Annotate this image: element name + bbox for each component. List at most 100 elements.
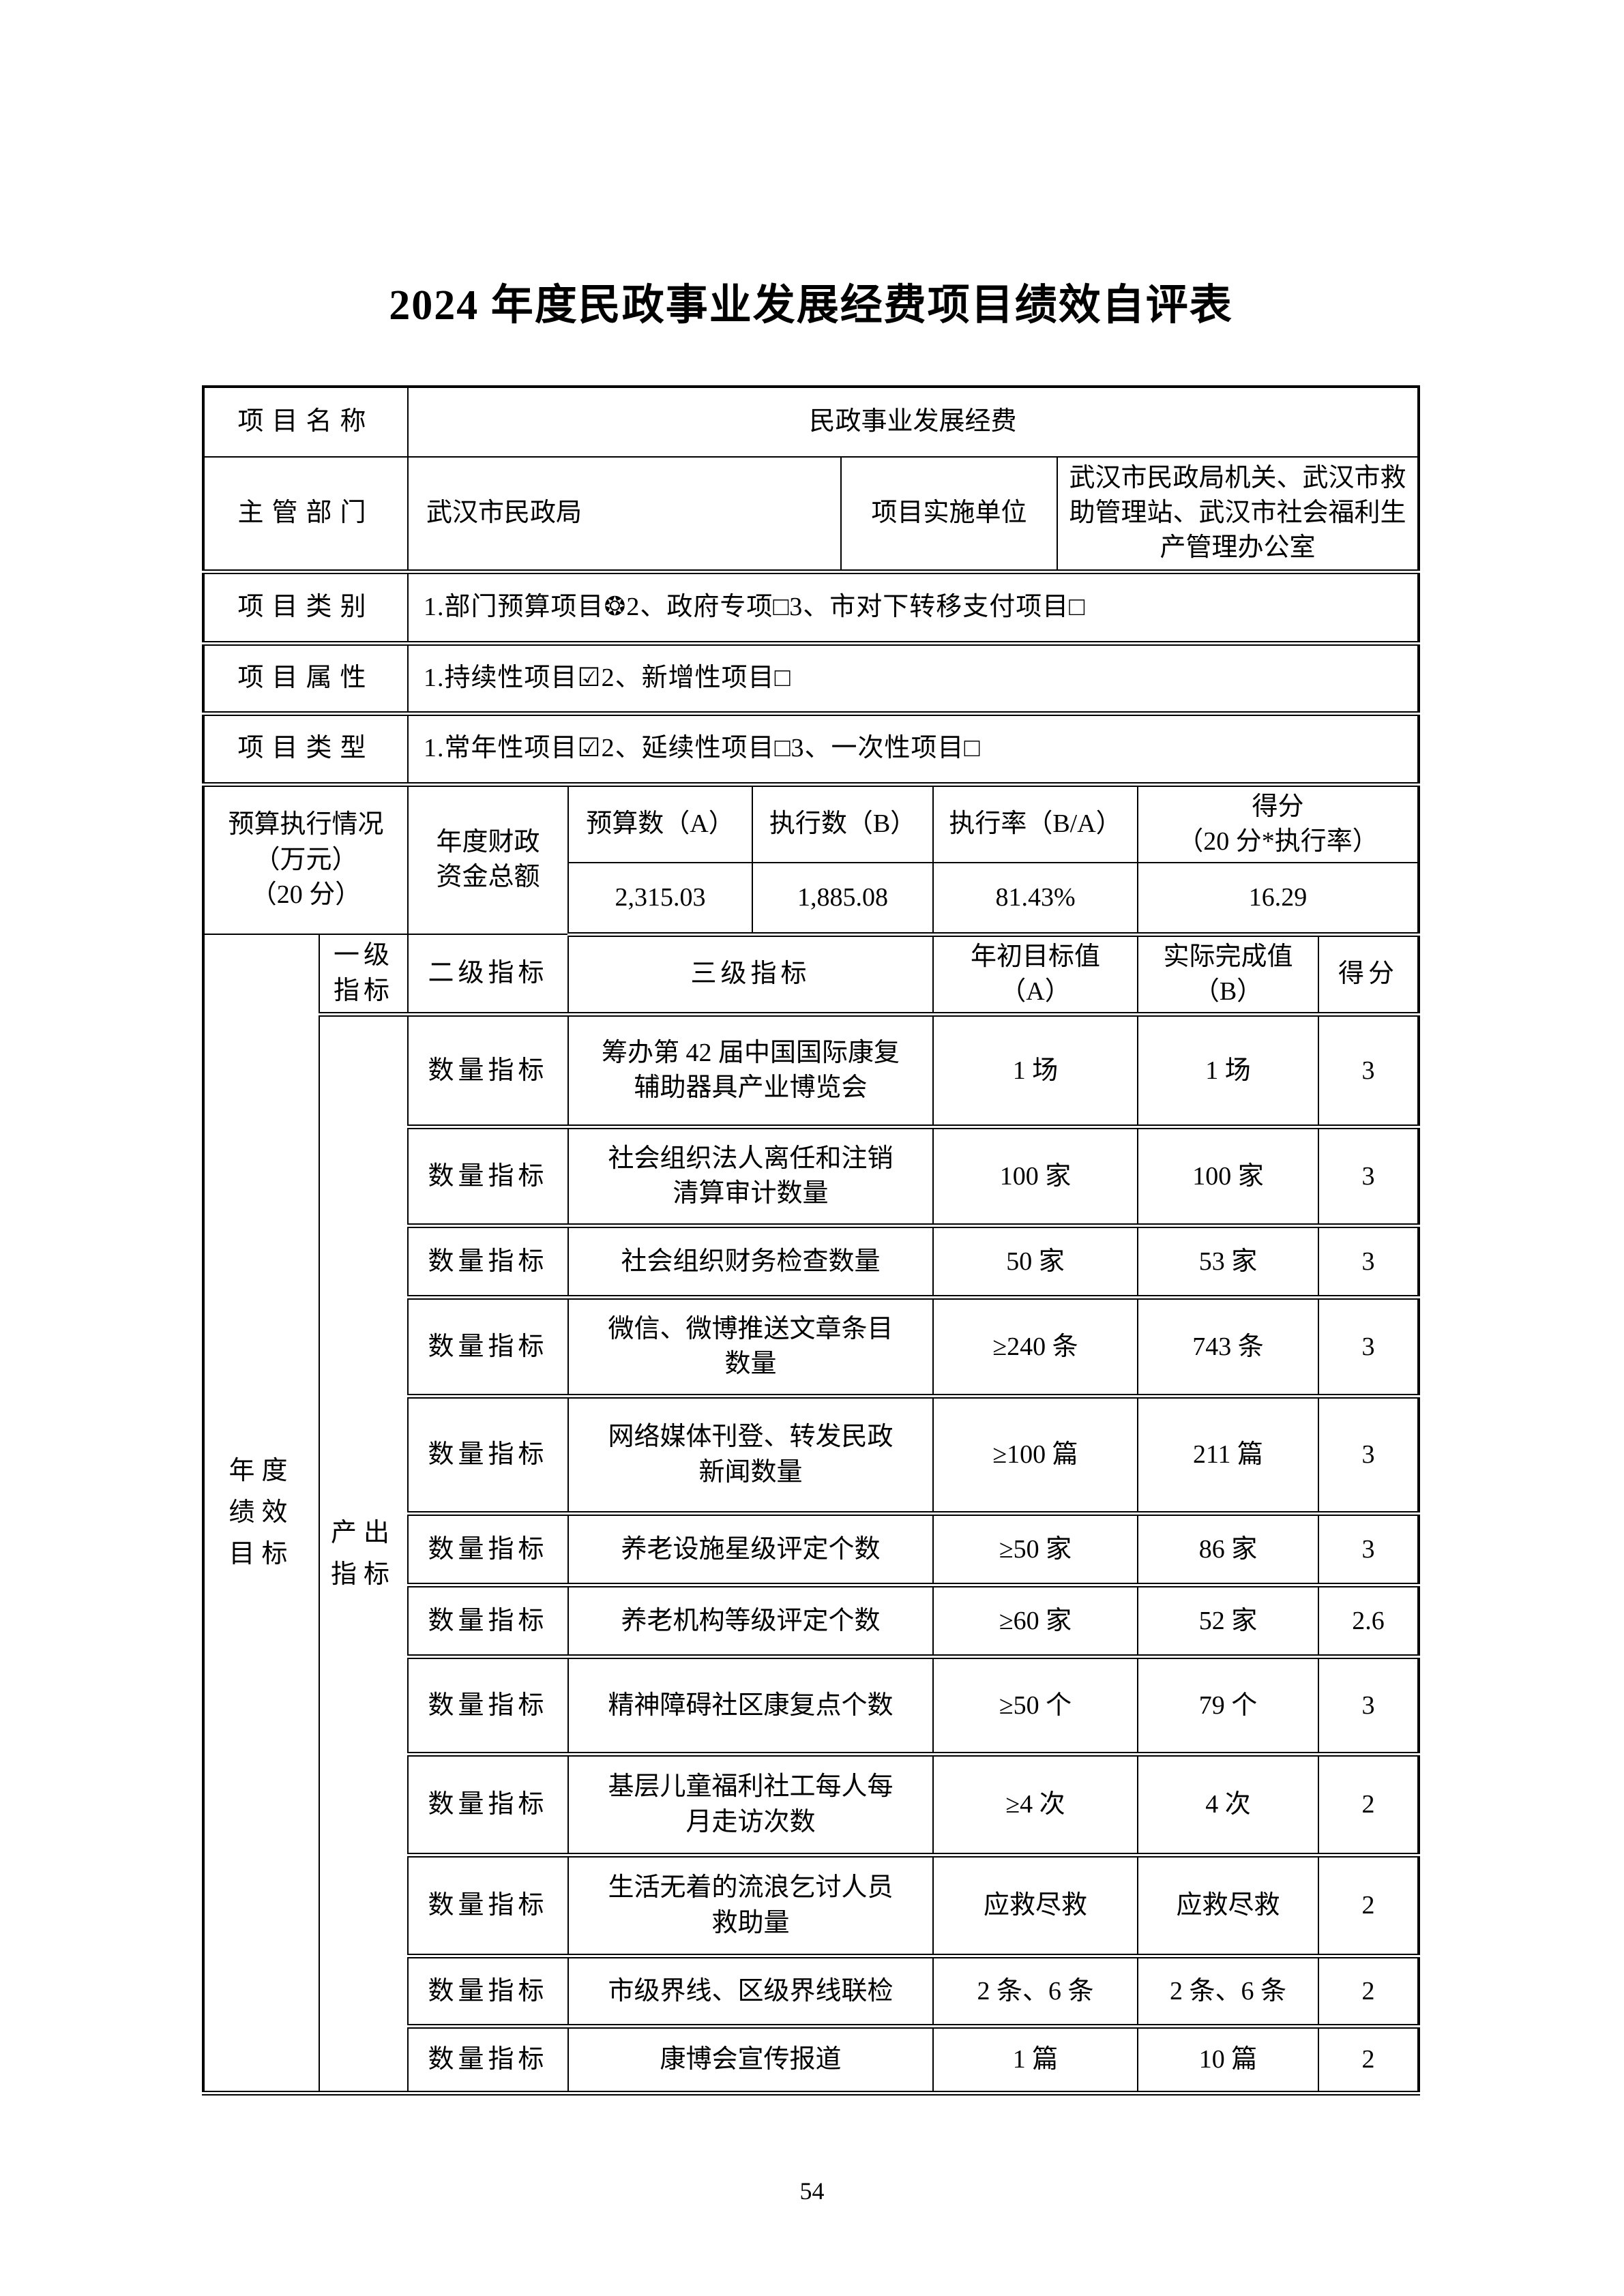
indicator-row: 数量指标 网络媒体刊登、转发民政 新闻数量 ≥100 篇 211 篇 3	[203, 1395, 1420, 1517]
indicator-target: ≥50 个	[932, 1656, 1139, 1757]
page-title: 2024 年度民政事业发展经费项目绩效自评表	[389, 282, 1233, 329]
budget-amount-value: 2,315.03	[567, 862, 754, 937]
indicator-score: 3	[1318, 1225, 1420, 1300]
row-project-category: 项目类别 1.部门预算项目❂2、政府专项□3、市对下转移支付项目□	[202, 571, 1420, 646]
self-evaluation-table: 项目名称 民政事业发展经费 主管部门 武汉市民政局 项目实施单位 武汉市民政局机…	[202, 385, 1421, 2096]
indicator-name: 微信、微博推送文章条目 数量	[567, 1296, 934, 1399]
level2-indicator-header: 二级指标	[407, 934, 570, 1017]
indicator-actual: 743 条	[1137, 1296, 1320, 1399]
implementing-unit-value: 武汉市民政局机关、武汉市救助管理站、武汉市社会福利生产管理办公室	[1057, 456, 1420, 574]
project-category-label: 项目类别	[202, 571, 409, 646]
indicator-name: 生活无着的流浪乞讨人员 救助量	[567, 1854, 934, 1959]
indicator-row: 数量指标 基层儿童福利社工每人每 月走访次数 ≥4 次 4 次 2	[203, 1753, 1420, 1858]
project-type-label: 项目类型	[202, 713, 409, 787]
indicator-score: 3	[1318, 1296, 1420, 1399]
indicator-score: 3	[1318, 1395, 1420, 1517]
budget-fund-label: 年度财政 资金总额	[407, 783, 570, 936]
department-value: 武汉市民政局	[407, 456, 842, 574]
row-budget-header: 预算执行情况 （万元） （20 分） 年度财政 资金总额 预算数（A） 执行数（…	[202, 783, 1420, 936]
indicator-row: 数量指标 社会组织财务检查数量 50 家 53 家 3	[203, 1225, 1420, 1300]
indicator-target: 应救尽救	[932, 1854, 1139, 1959]
indicator-actual: 4 次	[1137, 1753, 1320, 1858]
indicator-target: ≥60 家	[932, 1584, 1139, 1660]
budget-score-value: 16.29	[1137, 862, 1420, 937]
budget-section-label: 预算执行情况 （万元） （20 分）	[202, 783, 409, 936]
indicator-actual: 211 篇	[1137, 1395, 1320, 1517]
indicator-score: 2.6	[1318, 1584, 1420, 1660]
indicator-row: 数量指标 生活无着的流浪乞讨人员 救助量 应救尽救 应救尽救 2	[203, 1854, 1420, 1959]
indicator-target: 50 家	[932, 1225, 1139, 1300]
row-indicator-header: 年度 绩效 目标 一级 指标 二级指标 三级指标 年初目标值 （A） 实际完成值…	[203, 934, 1420, 2096]
budget-col-score-header: 得分 （20 分*执行率）	[1137, 783, 1420, 864]
indicator-score: 3	[1318, 1656, 1420, 1757]
indicator-score: 2	[1318, 1854, 1420, 1959]
indicator-type: 数量指标	[407, 1296, 570, 1399]
implementing-unit-label: 项目实施单位	[840, 456, 1059, 574]
indicator-score: 2	[1318, 2025, 1420, 2096]
indicator-score: 2	[1318, 1955, 1420, 2029]
page-number: 54	[799, 2177, 825, 2205]
indicator-name: 社会组织财务检查数量	[567, 1225, 934, 1300]
output-indicator-label: 产出 指标	[318, 1013, 409, 2096]
budget-col-exec-header: 执行数（B）	[752, 783, 934, 864]
budget-rate-value: 81.43%	[932, 862, 1139, 937]
indicator-name: 筹办第 42 届中国国际康复 辅助器具产业博览会	[567, 1013, 934, 1130]
indicator-type: 数量指标	[407, 1854, 570, 1959]
indicator-name: 精神障碍社区康复点个数	[567, 1656, 934, 1757]
indicator-type: 数量指标	[407, 1955, 570, 2029]
indicator-name: 社会组织法人离任和注销 清算审计数量	[567, 1126, 934, 1229]
indicator-actual: 53 家	[1137, 1225, 1320, 1300]
indicator-target: ≥240 条	[932, 1296, 1139, 1399]
project-name-value: 民政事业发展经费	[407, 386, 1420, 458]
project-category-options: 1.部门预算项目❂2、政府专项□3、市对下转移支付项目□	[407, 571, 1420, 646]
indicator-actual: 100 家	[1137, 1126, 1320, 1229]
indicator-target: 1 场	[932, 1013, 1139, 1130]
indicator-type: 数量指标	[407, 1126, 570, 1229]
indicator-name: 养老机构等级评定个数	[567, 1584, 934, 1660]
department-label: 主管部门	[202, 456, 409, 574]
indicator-target: ≥50 家	[932, 1512, 1139, 1588]
indicator-type: 数量指标	[407, 1656, 570, 1757]
indicator-actual: 79 个	[1137, 1656, 1320, 1757]
project-type-options: 1.常年性项目☑2、延续性项目□3、一次性项目□	[407, 713, 1420, 787]
indicator-row: 数量指标 市级界线、区级界线联检 2 条、6 条 2 条、6 条 2	[203, 1955, 1420, 2029]
indicator-row: 数量指标 养老机构等级评定个数 ≥60 家 52 家 2.6	[203, 1584, 1420, 1660]
annual-goal-label: 年度 绩效 目标	[203, 934, 320, 2096]
project-name-label: 项目名称	[202, 386, 409, 458]
target-value-header: 年初目标值 （A）	[932, 934, 1139, 1017]
indicator-type: 数量指标	[407, 1225, 570, 1300]
indicator-actual: 应救尽救	[1137, 1854, 1320, 1959]
indicator-actual: 52 家	[1137, 1584, 1320, 1660]
indicator-name: 养老设施星级评定个数	[567, 1512, 934, 1588]
indicator-score: 3	[1318, 1512, 1420, 1588]
indicator-row: 数量指标 精神障碍社区康复点个数 ≥50 个 79 个 3	[203, 1656, 1420, 1757]
indicator-type: 数量指标	[407, 1512, 570, 1588]
score-header: 得分	[1318, 934, 1420, 1017]
indicator-target: ≥100 篇	[932, 1395, 1139, 1517]
level3-indicator-header: 三级指标	[567, 934, 934, 1017]
indicator-type: 数量指标	[407, 2025, 570, 2096]
indicator-target: ≥4 次	[932, 1753, 1139, 1858]
indicator-row: 数量指标 微信、微博推送文章条目 数量 ≥240 条 743 条 3	[203, 1296, 1420, 1399]
indicator-type: 数量指标	[407, 1395, 570, 1517]
indicator-name: 网络媒体刊登、转发民政 新闻数量	[567, 1395, 934, 1517]
indicator-type: 数量指标	[407, 1584, 570, 1660]
budget-exec-value: 1,885.08	[752, 862, 934, 937]
indicator-score: 3	[1318, 1013, 1420, 1130]
row-project-name: 项目名称 民政事业发展经费	[202, 386, 1420, 458]
indicator-target: 100 家	[932, 1126, 1139, 1229]
indicator-type: 数量指标	[407, 1753, 570, 1858]
indicator-actual: 2 条、6 条	[1137, 1955, 1320, 2029]
row-project-attribute: 项目属性 1.持续性项目☑2、新增性项目□	[202, 642, 1420, 716]
indicator-actual: 1 场	[1137, 1013, 1320, 1130]
level1-indicator-header: 一级 指标	[318, 934, 409, 1017]
project-attribute-label: 项目属性	[202, 642, 409, 716]
budget-col-rate-header: 执行率（B/A）	[932, 783, 1139, 864]
indicator-row: 数量指标 社会组织法人离任和注销 清算审计数量 100 家 100 家 3	[203, 1126, 1420, 1229]
indicator-score: 2	[1318, 1753, 1420, 1858]
indicator-row: 数量指标 养老设施星级评定个数 ≥50 家 86 家 3	[203, 1512, 1420, 1588]
indicator-actual: 86 家	[1137, 1512, 1320, 1588]
budget-col-budget-header: 预算数（A）	[567, 783, 754, 864]
indicator-target: 2 条、6 条	[932, 1955, 1139, 2029]
row-budget-values: 2,315.03 1,885.08 81.43% 16.29	[203, 862, 1420, 937]
